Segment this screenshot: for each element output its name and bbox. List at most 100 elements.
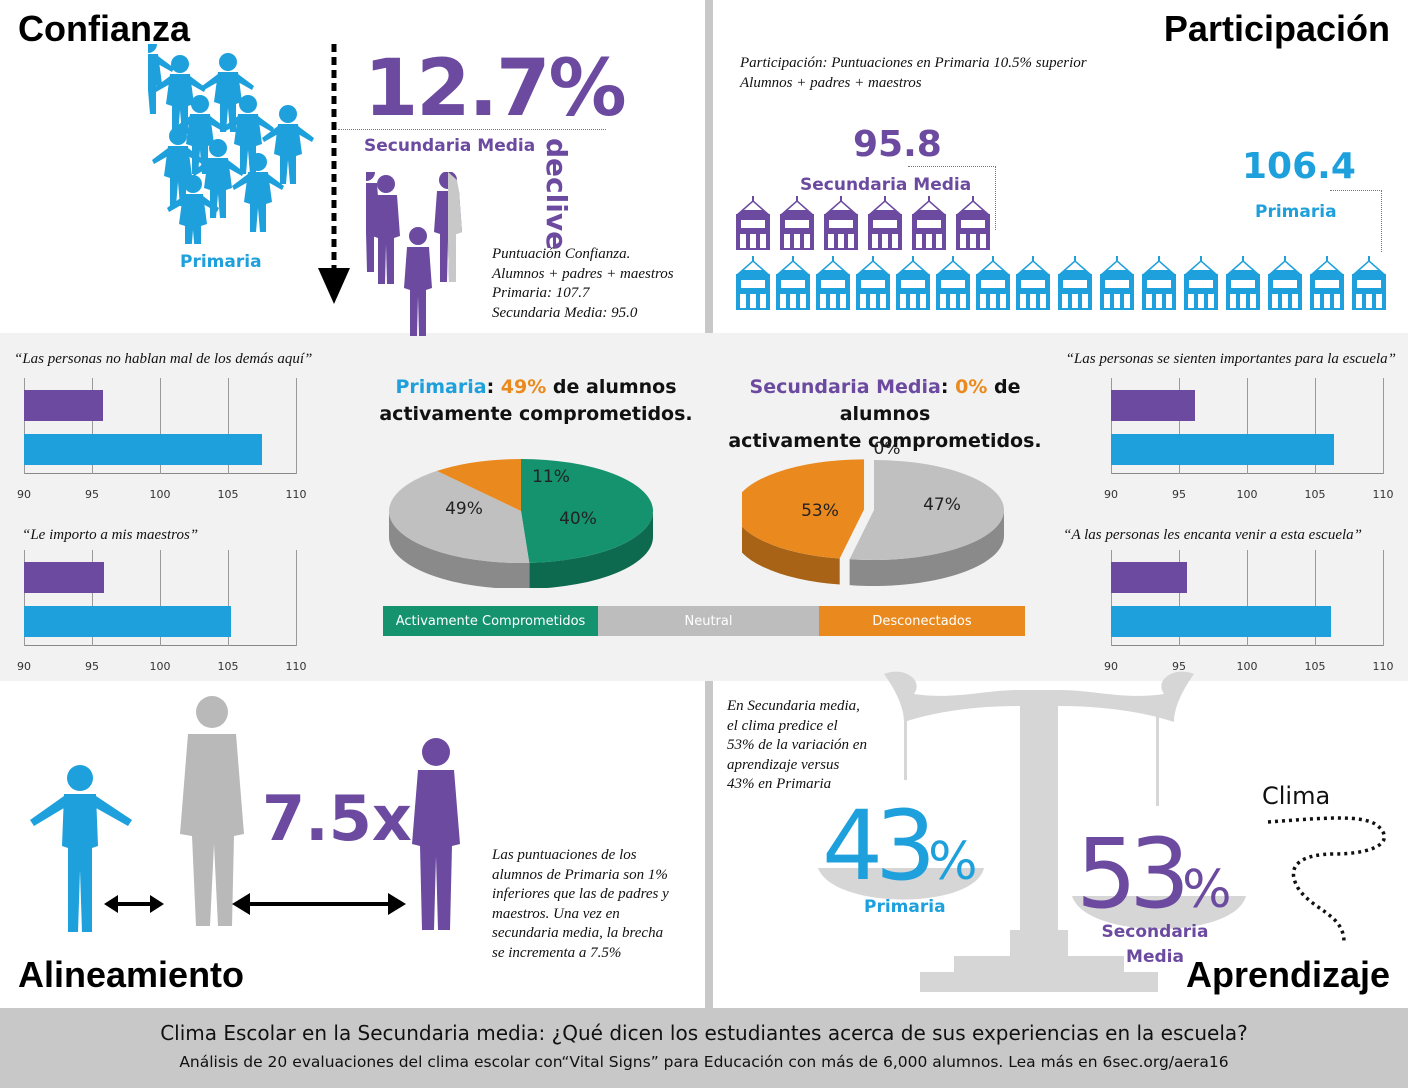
secundaria-school-icons bbox=[736, 196, 990, 250]
pie-data-label: 47% bbox=[923, 495, 961, 515]
aprendizaje-note-line: 43% en Primaria bbox=[727, 776, 832, 792]
alineamiento-note-line: maestros. Una vez en bbox=[492, 905, 620, 922]
chart-gridline bbox=[92, 550, 93, 646]
clima-path-icon bbox=[1267, 816, 1386, 943]
primaria-engagement-line2: activamente comprometidos. bbox=[379, 403, 693, 425]
chart-tick-label: 90 bbox=[17, 488, 31, 501]
confianza-primaria-label: Primaria bbox=[180, 252, 262, 272]
participacion-note-line: Participación: Puntuaciones en Primaria … bbox=[740, 55, 1087, 71]
aprendizaje-secundaria-pct: 53% bbox=[1076, 818, 1232, 930]
chart-gridline bbox=[228, 550, 229, 646]
secundaria-engagement-line2: activamente comprometidos. bbox=[728, 430, 1042, 452]
confianza-note-line: Alumnos + padres + maestros bbox=[492, 265, 674, 282]
chart-gridline bbox=[1247, 550, 1248, 646]
adult-icon bbox=[180, 696, 244, 926]
confianza-note-line: Secundaria Media: 95.0 bbox=[492, 304, 638, 321]
participacion-secundaria-label: Secundaria Media bbox=[800, 175, 972, 195]
aprendizaje-secundaria-label-line: Secondaria bbox=[1101, 922, 1209, 942]
chart-gridline bbox=[1383, 378, 1384, 474]
bar-chart: 90 95 100 105 110 bbox=[1104, 378, 1394, 501]
aprendizaje-title: Aprendizaje bbox=[1185, 954, 1390, 995]
aprendizaje-primaria-sign: % bbox=[928, 832, 978, 892]
chart-gridline bbox=[1111, 550, 1112, 646]
chart-tick-label: 105 bbox=[1304, 660, 1326, 673]
confianza-note: Puntuación Confianza. Alumnos + padres +… bbox=[492, 245, 674, 323]
decline-arrow-icon bbox=[318, 44, 350, 304]
chart-tick-label: 100 bbox=[1236, 660, 1258, 673]
participacion-secundaria-value: 95.8 bbox=[853, 124, 942, 165]
bar-chart: 90 95 100 105 110 bbox=[17, 378, 307, 501]
footer-title: Clima Escolar en la Secundaria media: ¿Q… bbox=[160, 1021, 1248, 1045]
chart-gridline bbox=[24, 550, 25, 646]
legend-neutral: Neutral bbox=[598, 606, 819, 636]
alineamiento-note-line: secundaria media, la brecha bbox=[492, 925, 664, 941]
chart-tick-label: 105 bbox=[217, 488, 239, 501]
alineamiento-figures bbox=[30, 696, 460, 932]
legend-desconectados: Desconectados bbox=[819, 606, 1025, 636]
aprendizaje-secundaria-sign: % bbox=[1182, 860, 1232, 920]
confianza-title: Confianza bbox=[18, 8, 191, 49]
alineamiento-note: Las puntuaciones de los alumnos de Prima… bbox=[492, 846, 669, 963]
decline-word: declive bbox=[540, 138, 573, 251]
chart-gridline bbox=[228, 378, 229, 474]
primaria-bar bbox=[24, 606, 231, 637]
secundaria-engagement-pct: 0% bbox=[955, 376, 988, 398]
balance-scale-icon bbox=[818, 671, 1246, 992]
footer-band bbox=[0, 1008, 1408, 1088]
primaria-engagement-pct: 49% bbox=[500, 376, 547, 398]
alineamiento-note-line: alumnos de Primaria son 1% bbox=[492, 866, 668, 883]
confianza-note-line: Puntuación Confianza. bbox=[492, 246, 631, 262]
aprendizaje-primaria-pct: 43% bbox=[822, 790, 978, 902]
primaria-school-icons bbox=[736, 256, 1386, 310]
pie-slice-side bbox=[849, 510, 1004, 586]
chart-gridline bbox=[296, 550, 297, 646]
primaria-engagement-heading: Primaria: 49% de alumnos activamente com… bbox=[376, 374, 696, 428]
legend-activamente: Activamente Comprometidos bbox=[383, 606, 598, 636]
aprendizaje-secundaria-num: 53 bbox=[1076, 818, 1190, 930]
chart-tick-label: 95 bbox=[85, 488, 99, 501]
double-arrow-icon bbox=[232, 893, 406, 915]
secundaria-students-icon bbox=[366, 172, 462, 336]
decline-percent: 12.7% bbox=[364, 44, 627, 134]
chart-gridline bbox=[160, 378, 161, 474]
pie-data-label: 11% bbox=[532, 467, 570, 487]
primaria-engagement-pie: 49% 40% 11% bbox=[389, 459, 654, 588]
decline-secundaria-label: Secundaria Media bbox=[364, 136, 536, 156]
vertical-divider-top bbox=[705, 0, 713, 333]
secundaria-engagement-sep: : bbox=[940, 376, 956, 398]
clima-label: Clima bbox=[1262, 782, 1331, 810]
bar-chart-quote: “Las personas se sienten importantes par… bbox=[1065, 351, 1396, 367]
primaria-bar bbox=[24, 434, 262, 465]
secundaria-engagement-heading: Secundaria Media: 0% de alumnos activame… bbox=[712, 374, 1058, 455]
primaria-engagement-name: Primaria bbox=[395, 376, 487, 398]
primaria-bar bbox=[1111, 434, 1335, 465]
pie-slice bbox=[849, 460, 1004, 560]
alineamiento-multiplier: 7.5x bbox=[262, 782, 412, 855]
bar-chart-quote: “Le importo a mis maestros” bbox=[22, 527, 199, 543]
chart-tick-label: 95 bbox=[1172, 488, 1186, 501]
double-arrow-icon bbox=[104, 895, 164, 913]
alineamiento-title: Alineamiento bbox=[18, 954, 245, 995]
chart-tick-label: 90 bbox=[17, 660, 31, 673]
teen-icon bbox=[412, 738, 460, 930]
chart-gridline bbox=[24, 378, 25, 474]
aprendizaje-primaria-num: 43 bbox=[822, 790, 936, 902]
vertical-divider-bottom bbox=[705, 681, 713, 1008]
secundaria-bar bbox=[24, 390, 103, 421]
chart-tick-label: 95 bbox=[85, 660, 99, 673]
chart-tick-label: 90 bbox=[1104, 488, 1118, 501]
aprendizaje-primaria-label: Primaria bbox=[864, 897, 946, 917]
participacion-primaria-label: Primaria bbox=[1255, 202, 1337, 222]
pie-slice bbox=[389, 470, 530, 563]
chart-tick-label: 100 bbox=[149, 660, 171, 673]
chart-gridline bbox=[92, 378, 93, 474]
secundaria-bar bbox=[1111, 390, 1196, 421]
pie-data-label: 0% bbox=[874, 439, 901, 459]
bar-chart-quote: “A las personas les encanta venir a esta… bbox=[1063, 527, 1362, 543]
chart-gridline bbox=[1179, 378, 1180, 474]
engagement-legend: Activamente Comprometidos Neutral Descon… bbox=[383, 606, 1025, 636]
aprendizaje-secundaria-label: Secondaria Media bbox=[1100, 920, 1210, 970]
decline-dotted-line bbox=[338, 129, 606, 130]
pie-data-label: 49% bbox=[445, 499, 483, 519]
alineamiento-note-line: Las puntuaciones de los bbox=[492, 847, 637, 863]
